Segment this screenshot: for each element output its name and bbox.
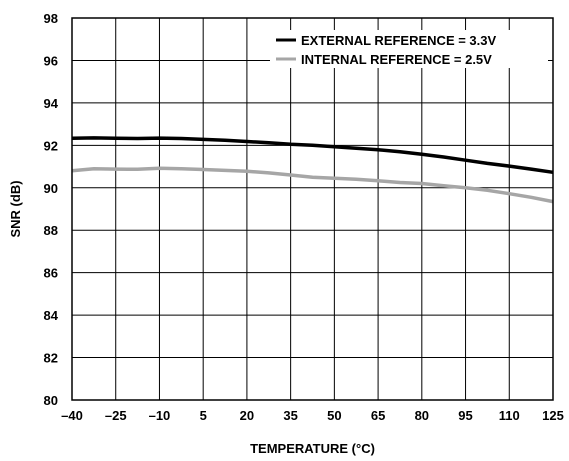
x-axis-title: TEMPERATURE (°C) bbox=[250, 441, 375, 456]
y-tick-label: 80 bbox=[44, 393, 58, 408]
y-tick-label: 90 bbox=[44, 181, 58, 196]
y-tick-label: 92 bbox=[44, 138, 58, 153]
x-tick-label: –25 bbox=[105, 408, 127, 423]
x-tick-labels: –40 –25 –10 5 20 35 50 65 80 95 110 125 bbox=[61, 408, 564, 423]
y-axis-title: SNR (dB) bbox=[8, 180, 23, 237]
y-tick-label: 82 bbox=[44, 351, 58, 366]
plot-frame bbox=[71, 17, 554, 401]
grid-lines bbox=[71, 17, 554, 401]
x-tick-label: 50 bbox=[327, 408, 341, 423]
y-tick-label: 96 bbox=[44, 53, 58, 68]
series-line-internal bbox=[71, 166, 554, 204]
y-tick-label: 94 bbox=[44, 96, 59, 111]
x-tick-label: –40 bbox=[61, 408, 83, 423]
x-tick-label: 65 bbox=[371, 408, 385, 423]
x-tick-label: 80 bbox=[415, 408, 429, 423]
series-layer bbox=[71, 136, 554, 204]
legend-label-external: EXTERNAL REFERENCE = 3.3V bbox=[301, 33, 497, 48]
legend-label-internal: INTERNAL REFERENCE = 2.5V bbox=[301, 52, 492, 67]
y-tick-label: 84 bbox=[44, 308, 59, 323]
y-tick-label: 98 bbox=[44, 11, 58, 26]
x-tick-label: 110 bbox=[499, 408, 520, 423]
y-tick-labels: 80 82 84 86 88 90 92 94 96 98 bbox=[44, 11, 59, 408]
y-tick-label: 88 bbox=[44, 223, 58, 238]
x-tick-label: 95 bbox=[458, 408, 472, 423]
legend-background bbox=[270, 30, 548, 68]
x-tick-label: 35 bbox=[283, 408, 297, 423]
x-tick-label: –10 bbox=[149, 408, 171, 423]
x-tick-label: 5 bbox=[200, 408, 207, 423]
x-tick-label: 20 bbox=[240, 408, 254, 423]
legend: EXTERNAL REFERENCE = 3.3V INTERNAL REFER… bbox=[270, 30, 548, 68]
x-tick-label: 125 bbox=[542, 408, 564, 423]
series-line-external bbox=[71, 136, 554, 175]
y-tick-label: 86 bbox=[44, 266, 58, 281]
